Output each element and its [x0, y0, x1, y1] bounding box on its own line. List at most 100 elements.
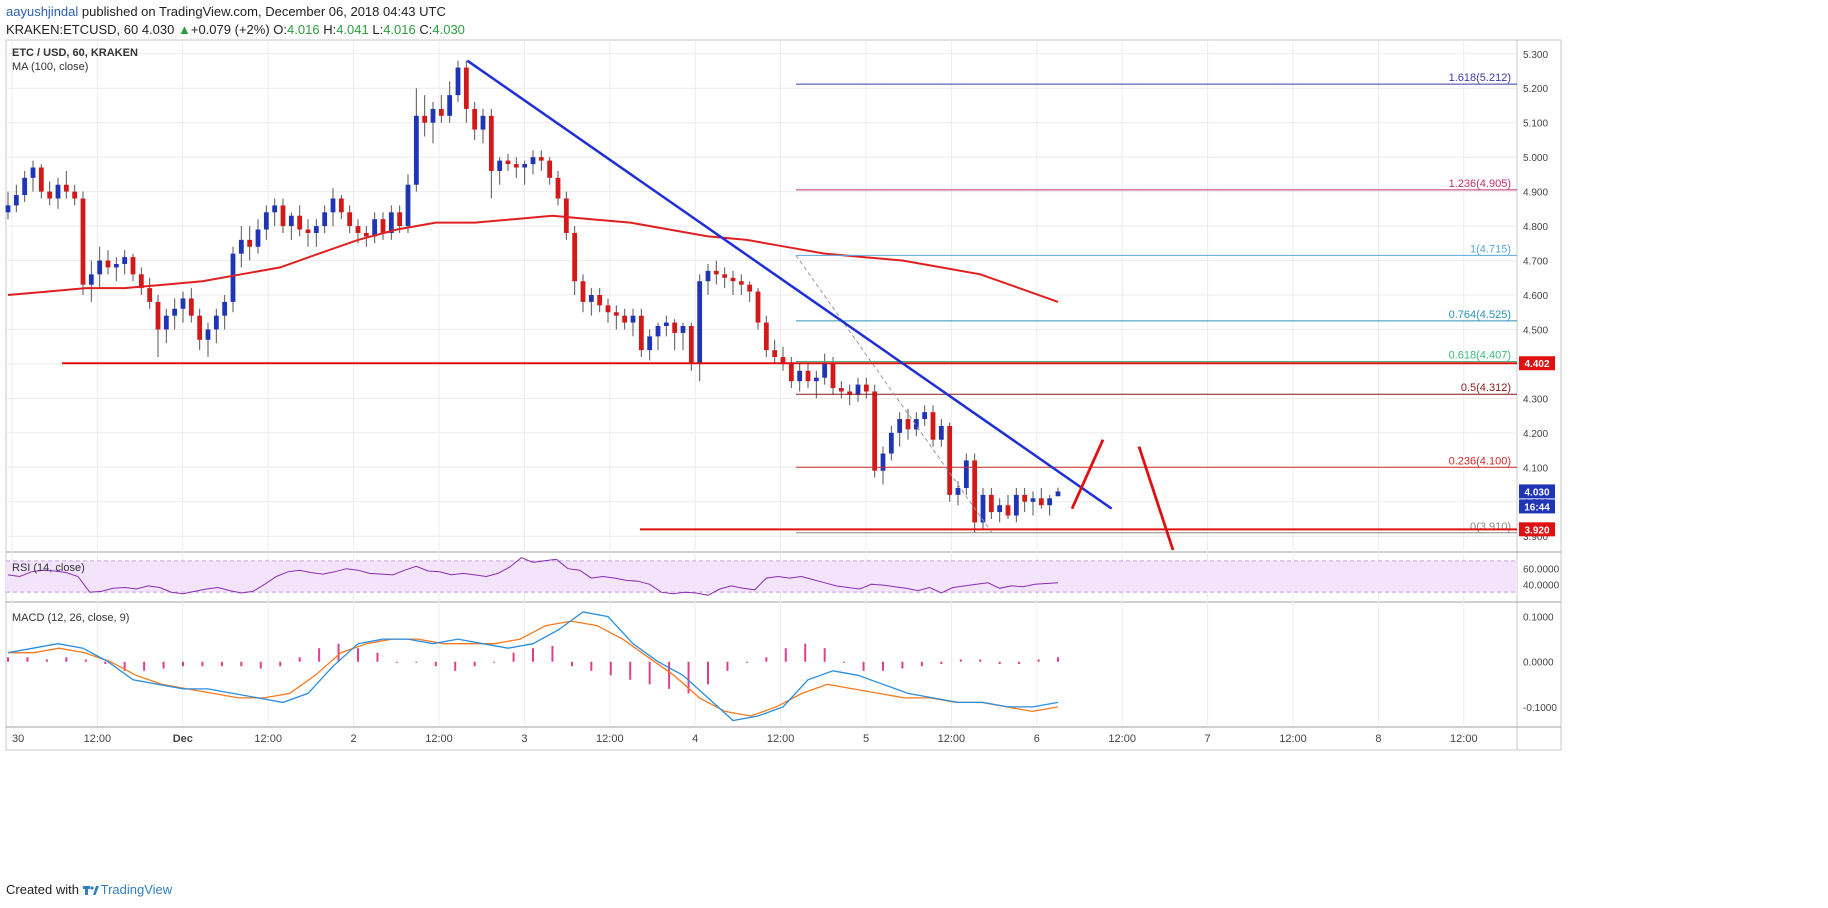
macd-histogram-bar — [687, 661, 690, 694]
y-tick-label: 5.100 — [1523, 119, 1548, 130]
candle-body — [863, 384, 869, 392]
y-tick-label: 4.100 — [1523, 463, 1548, 474]
h-label: H: — [323, 22, 337, 37]
high-value: 4.041 — [336, 22, 369, 37]
candle-body — [597, 295, 603, 306]
macd-histogram-bar — [1018, 661, 1021, 664]
candle-body — [838, 388, 844, 392]
price-pane-title: ETC / USD, 60, KRAKEN — [12, 47, 138, 59]
macd-histogram-bar — [590, 661, 593, 671]
macd-histogram-bar — [454, 661, 457, 671]
x-tick-label: 5 — [863, 733, 869, 745]
macd-tick-label: 0.0000 — [1523, 658, 1554, 669]
candle-body — [188, 298, 194, 316]
up-arrow-icon: ▲ — [178, 22, 191, 37]
macd-histogram-bar — [1057, 657, 1059, 662]
candle-body — [805, 370, 811, 382]
candle-body — [72, 191, 78, 199]
author-link[interactable]: aayushjindal — [6, 4, 79, 19]
macd-histogram-bar — [376, 652, 379, 662]
candle-body — [155, 301, 161, 330]
candle-body — [663, 322, 669, 327]
candle-body — [147, 288, 153, 302]
candle-body — [847, 391, 853, 395]
o-label: O: — [273, 22, 288, 37]
candle-body — [622, 315, 628, 323]
x-tick-label: 8 — [1375, 733, 1381, 745]
candle-body — [5, 205, 11, 213]
macd-histogram-bar — [609, 661, 612, 676]
macd-histogram-bar — [201, 661, 204, 667]
candle-body — [38, 167, 44, 192]
resistance-price-tag: 4.402 — [1524, 359, 1549, 370]
macd-histogram-bar — [629, 661, 632, 680]
rsi-tick-label: 60.0000 — [1523, 565, 1560, 576]
macd-histogram-bar — [182, 661, 184, 667]
candle-body — [438, 108, 444, 116]
macd-histogram-bar — [259, 661, 262, 669]
candle-body — [580, 281, 586, 302]
candle-body — [1013, 494, 1019, 516]
macd-pane-title: MACD (12, 26, close, 9) — [12, 612, 129, 624]
scenario-decline-line — [1137, 446, 1175, 551]
support-price-tag: 3.920 — [1524, 525, 1549, 536]
countdown-tag: 16:44 — [1524, 502, 1550, 513]
x-tick-label: 12:00 — [425, 733, 453, 745]
candle-body — [197, 315, 203, 340]
candle-body — [897, 419, 903, 433]
rsi-line — [7, 557, 1059, 596]
bearish-trendline — [466, 59, 1113, 510]
macd-histogram-bar — [998, 661, 1001, 664]
candle-body — [763, 322, 769, 351]
macd-histogram-bar — [26, 657, 29, 662]
candle-body — [988, 494, 994, 513]
y-tick-label: 4.700 — [1523, 257, 1548, 268]
candle-body — [697, 281, 703, 364]
y-tick-label: 4.800 — [1523, 222, 1548, 233]
macd-histogram-bar — [882, 661, 884, 671]
x-tick-label: 12:00 — [1108, 733, 1136, 745]
chart-frame — [5, 39, 1562, 751]
candle-body — [547, 160, 553, 178]
tradingview-brand[interactable]: TradingView — [100, 882, 173, 897]
candle-body — [397, 212, 403, 227]
x-tick-label: 4 — [692, 733, 698, 745]
candle-body — [772, 350, 778, 358]
candle-body — [205, 329, 211, 340]
candle-body — [30, 167, 36, 178]
c-label: C: — [419, 22, 433, 37]
candle-body — [997, 505, 1003, 513]
y-tick-label: 5.300 — [1523, 50, 1548, 61]
candle-body — [497, 160, 503, 171]
macd-histogram-bar — [979, 659, 982, 662]
candle-body — [555, 177, 561, 199]
macd-histogram-bar — [745, 661, 748, 663]
symbol: KRAKEN:ETCUSD, 60 — [6, 22, 139, 37]
candle-body — [422, 115, 428, 123]
low-value: 4.016 — [383, 22, 416, 37]
candle-body — [447, 95, 453, 116]
macd-histogram-bar — [512, 652, 515, 662]
fib-level-label: 0.5(4.312) — [1461, 382, 1511, 394]
candle-body — [613, 312, 619, 316]
candle-body — [955, 487, 961, 495]
macd-histogram-bar — [45, 659, 48, 662]
candle-body — [705, 270, 711, 282]
macd-histogram-bar — [84, 659, 87, 662]
macd-histogram-bar — [532, 648, 534, 662]
macd-histogram-bar — [298, 657, 301, 662]
x-tick-label: 3 — [521, 733, 527, 745]
y-tick-label: 4.600 — [1523, 291, 1548, 302]
candle-body — [388, 212, 394, 233]
candle-body — [313, 226, 319, 233]
candle-body — [813, 377, 819, 382]
candle-body — [472, 108, 478, 130]
rsi-pane-title: RSI (14, close) — [12, 562, 85, 574]
candle-body — [830, 363, 836, 389]
macd-histogram-bar — [143, 661, 146, 671]
candle-body — [305, 229, 311, 233]
candle-body — [647, 336, 653, 351]
candle-body — [222, 301, 228, 316]
candle-body — [280, 205, 286, 227]
